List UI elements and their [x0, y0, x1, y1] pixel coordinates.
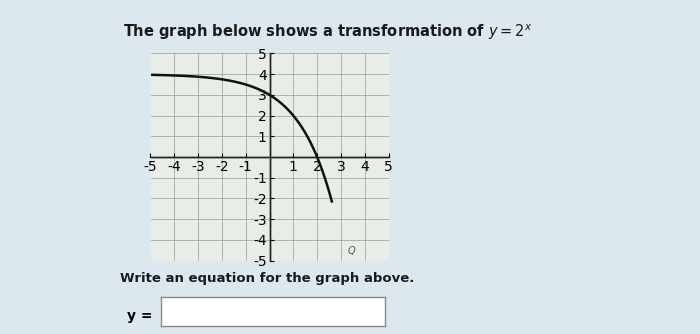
Text: The graph below shows a transformation of $y = 2^x$: The graph below shows a transformation o… — [123, 23, 533, 42]
Text: Q: Q — [348, 246, 356, 256]
Text: Write an equation for the graph above.: Write an equation for the graph above. — [120, 273, 414, 285]
Text: y =: y = — [127, 309, 153, 323]
